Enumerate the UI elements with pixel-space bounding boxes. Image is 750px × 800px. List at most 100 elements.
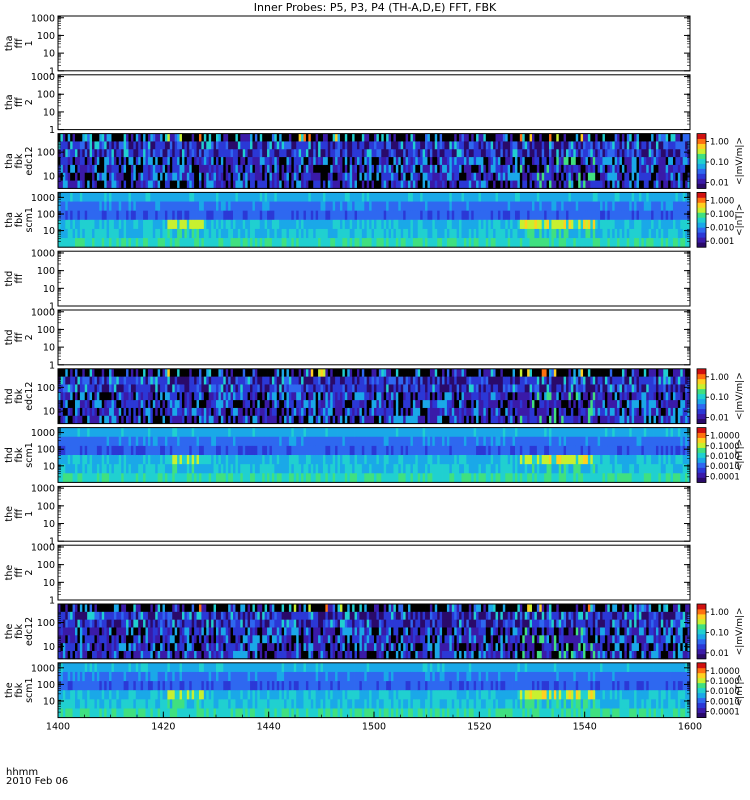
spectrogram-cell — [339, 400, 343, 409]
panel-ylabel-line: tha — [4, 94, 15, 110]
spectrogram-cell — [250, 415, 253, 424]
spectrogram-cell — [296, 164, 300, 174]
spectrogram-cell — [174, 228, 178, 239]
spectrogram-cell — [449, 415, 453, 424]
spectrogram-cell — [111, 192, 115, 202]
spectrogram-cell — [556, 192, 560, 202]
spectrogram-cell — [670, 219, 674, 230]
spectrogram-cell — [432, 407, 436, 417]
spectrogram-cell — [675, 238, 679, 248]
spectrogram-cell — [109, 384, 112, 393]
spectrogram-cell — [614, 180, 618, 189]
spectrogram-cell — [446, 201, 450, 212]
spectrogram-cell — [235, 415, 239, 424]
spectrogram-cell — [145, 384, 149, 393]
spectrogram-cell — [218, 192, 222, 202]
spectrogram-cell — [551, 192, 555, 202]
spectrogram-cell — [322, 180, 326, 189]
spectrogram-cell — [330, 201, 334, 212]
spectrogram-cell — [500, 210, 504, 221]
spectrogram-cell — [123, 180, 127, 189]
spectrogram-cell — [381, 210, 385, 221]
spectrogram-cell — [590, 164, 594, 174]
spectrogram-cell — [203, 133, 207, 142]
spectrogram-cell — [228, 238, 231, 248]
spectrogram-cell — [164, 238, 168, 248]
spectrogram-cell — [638, 192, 642, 202]
spectrogram-cell — [293, 384, 297, 393]
spectrogram-cell — [388, 210, 392, 221]
spectrogram-cell — [607, 228, 611, 239]
spectrogram-cell — [198, 141, 202, 150]
spectrogram-cell — [82, 219, 86, 230]
colorbar-swatch — [697, 197, 706, 203]
spectrogram-cell — [544, 201, 547, 212]
spectrogram-cell — [476, 141, 479, 150]
spectrogram-cell — [493, 133, 496, 142]
spectrogram-cell — [252, 376, 256, 385]
spectrogram-cell — [680, 172, 684, 181]
spectrogram-cell — [271, 157, 275, 166]
spectrogram-cell — [410, 368, 414, 378]
spectrogram-cell — [609, 141, 613, 150]
spectrogram-cell — [371, 219, 375, 230]
spectrogram-cell — [607, 238, 611, 248]
spectrogram-cell — [405, 238, 409, 248]
spectrogram-cell — [410, 238, 414, 248]
spectrogram-cell — [65, 141, 69, 150]
spectrogram-cell — [614, 228, 618, 239]
spectrogram-cell — [60, 149, 64, 158]
spectrogram-cell — [208, 192, 212, 202]
spectrogram-cell — [233, 415, 236, 424]
spectrogram-cell — [305, 157, 309, 166]
spectrogram-cell — [665, 219, 669, 230]
spectrogram-cell — [174, 192, 178, 202]
spectrogram-cell — [356, 368, 360, 378]
spectrogram-cell — [281, 219, 285, 230]
spectrogram-cell — [529, 164, 533, 174]
spectrogram-cell — [75, 141, 78, 150]
spectrogram-cell — [381, 368, 385, 378]
spectrogram-cell — [655, 180, 659, 189]
spectrogram-cell — [58, 368, 61, 378]
spectrogram-cell — [172, 141, 176, 150]
spectrogram-cell — [354, 368, 358, 378]
panel-ylabel: thafff2 — [4, 94, 35, 110]
spectrogram-cell — [177, 219, 180, 230]
spectrogram-cell — [417, 164, 421, 174]
spectrogram-cell — [417, 415, 421, 424]
spectrogram-cell — [94, 192, 98, 202]
spectrogram-cell — [135, 149, 139, 158]
spectrogram-cell — [194, 376, 197, 385]
spectrogram-cell — [446, 133, 450, 142]
spectrogram-cell — [638, 141, 642, 150]
spectrogram-cell — [92, 368, 95, 378]
spectrogram-cell — [191, 157, 195, 166]
spectrogram-cell — [126, 238, 129, 248]
spectrogram-cell — [677, 141, 681, 150]
spectrogram-cell — [561, 164, 564, 174]
spectrogram-cell — [391, 228, 394, 239]
spectrogram-cell — [189, 415, 193, 424]
spectrogram-cell — [332, 133, 336, 142]
spectrogram-cell — [220, 384, 224, 393]
spectrogram-cell — [143, 164, 146, 174]
spectrogram-cell — [626, 164, 630, 174]
spectrogram-cell — [463, 238, 467, 248]
spectrogram-cell — [425, 407, 428, 417]
spectrogram-cell — [152, 164, 156, 174]
spectrogram-cell — [228, 219, 231, 230]
spectrogram-cell — [408, 157, 411, 166]
spectrogram-cell — [208, 238, 212, 248]
spectrogram-cell — [626, 192, 630, 202]
spectrogram-cell — [410, 172, 414, 181]
spectrogram-cell — [184, 407, 188, 417]
spectrogram-cell — [164, 407, 168, 417]
spectrogram-cell — [483, 238, 487, 248]
spectrogram-cell — [532, 201, 535, 212]
spectrogram-cell — [315, 407, 319, 417]
spectrogram-cell — [252, 238, 256, 248]
spectrogram-cell — [553, 164, 557, 174]
spectrogram-cell — [150, 228, 154, 239]
